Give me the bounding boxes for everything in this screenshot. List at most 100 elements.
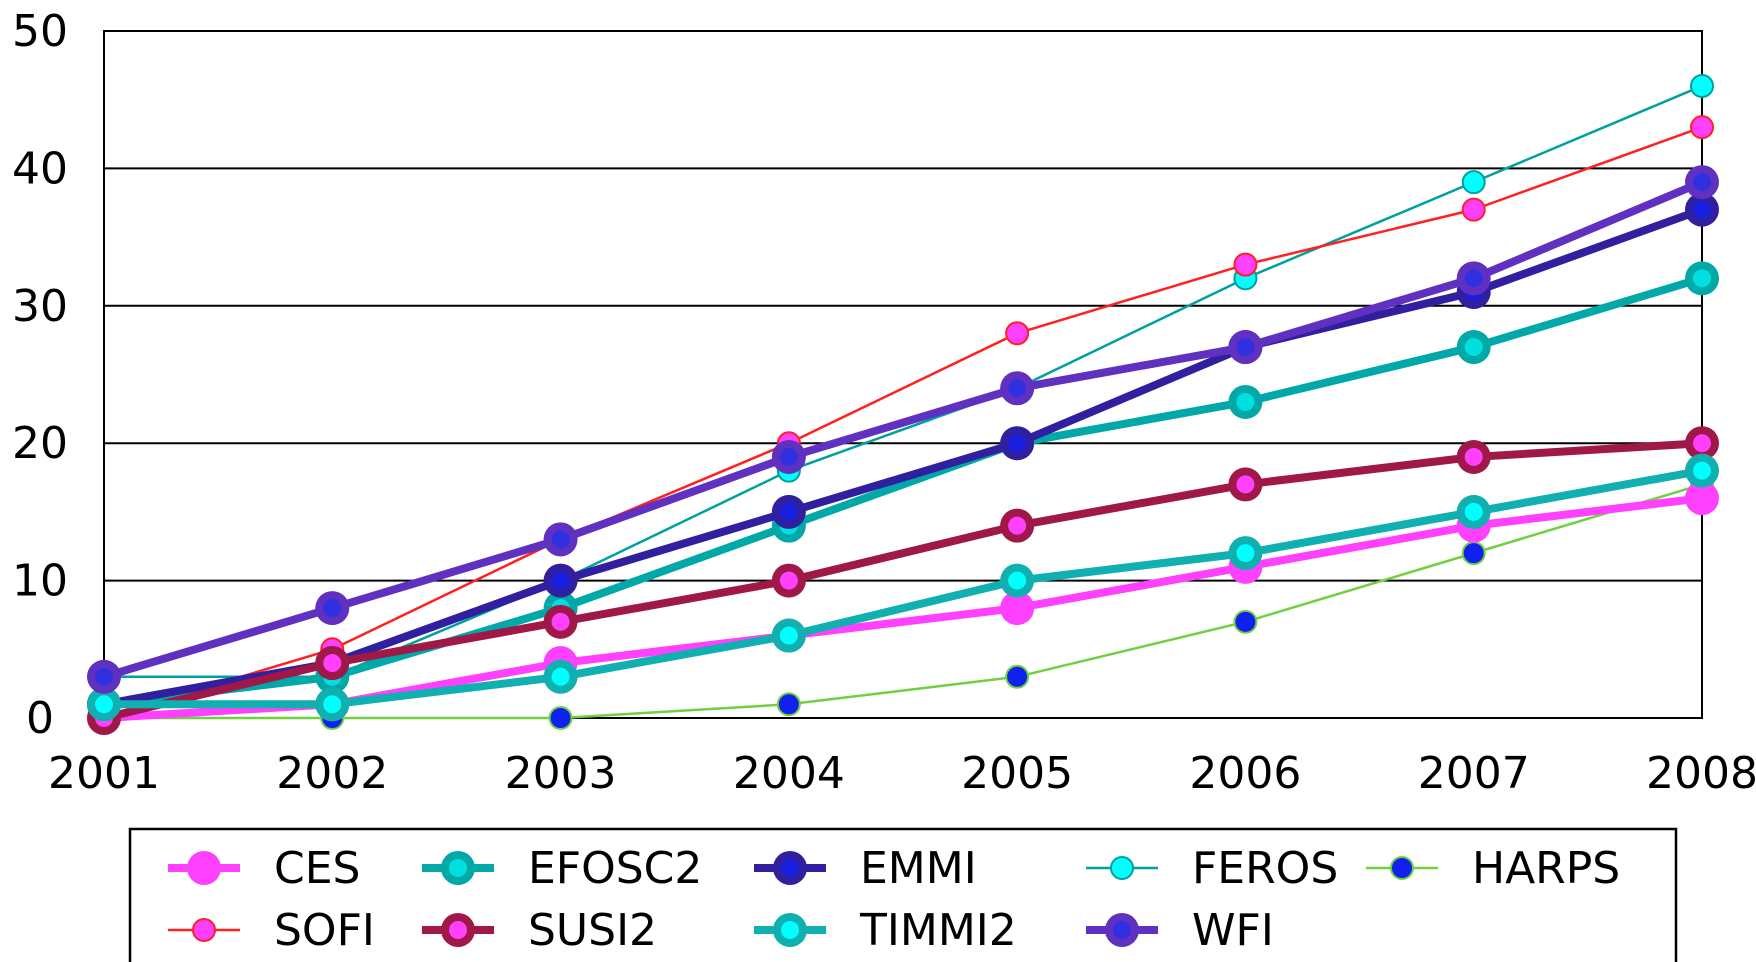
data-point-core xyxy=(551,571,570,590)
data-point-core xyxy=(1008,379,1027,398)
legend-swatch-marker-core xyxy=(1113,921,1131,939)
legend-item-timmi2: TIMMI2 xyxy=(754,905,1017,956)
data-point-core xyxy=(1464,447,1483,466)
data-point-core xyxy=(779,571,798,590)
data-point-core xyxy=(1464,269,1483,288)
data-point xyxy=(1233,252,1258,277)
data-point-core xyxy=(323,695,342,714)
legend-label: WFI xyxy=(1192,905,1274,956)
legend-swatch-marker-core xyxy=(449,921,467,939)
legend-label: EFOSC2 xyxy=(528,843,702,894)
x-tick-label: 2004 xyxy=(733,748,845,799)
legend-item-ces: CES xyxy=(168,843,360,894)
x-axis: 2001 2002 2003 2004 2005 2006 2007 2008 xyxy=(48,748,1756,799)
data-point-core xyxy=(323,599,342,618)
x-tick-label: 2003 xyxy=(505,748,617,799)
data-point-core xyxy=(551,667,570,686)
legend-item-harps: HARPS xyxy=(1366,843,1620,894)
legend-item-feros: FEROS xyxy=(1086,843,1338,894)
x-tick-label: 2005 xyxy=(961,748,1073,799)
series-line-emmi xyxy=(100,205,1706,709)
x-tick-label: 2002 xyxy=(276,748,388,799)
series-line-sofi xyxy=(102,125,1704,720)
data-point-core xyxy=(1464,502,1483,521)
legend-label: TIMMI2 xyxy=(859,905,1017,956)
data-point xyxy=(1233,609,1258,634)
y-axis: 0 10 20 30 40 50 xyxy=(12,6,68,744)
x-tick-label: 2001 xyxy=(48,748,160,799)
data-point-core xyxy=(1693,269,1711,288)
y-tick-label: 20 xyxy=(12,418,68,469)
legend-label: CES xyxy=(274,843,360,894)
series-timmi2 xyxy=(87,453,1719,722)
data-point-core xyxy=(1008,434,1027,453)
data-point xyxy=(1461,197,1486,222)
y-tick-label: 50 xyxy=(12,6,68,57)
data-point-core xyxy=(1693,489,1711,508)
data-point-core xyxy=(1464,338,1483,357)
y-tick-label: 40 xyxy=(12,143,68,194)
data-point-core xyxy=(1693,173,1711,192)
series-wfi xyxy=(87,165,1719,694)
data-point xyxy=(1461,170,1486,195)
legend-item-sofi: SOFI xyxy=(168,905,375,956)
series-line-efosc2 xyxy=(100,274,1706,709)
data-point-core xyxy=(551,612,570,631)
x-tick-label: 2006 xyxy=(1189,748,1301,799)
legend-label: EMMI xyxy=(860,843,977,894)
legend-swatch-marker-core xyxy=(781,859,799,877)
data-point-core xyxy=(1236,392,1255,411)
series-layer xyxy=(87,73,1719,735)
legend-label: SUSI2 xyxy=(528,905,657,956)
data-point-core xyxy=(1693,200,1711,219)
legend-item-wfi: WFI xyxy=(1086,905,1274,956)
legend-label: SOFI xyxy=(274,905,375,956)
series-line-feros xyxy=(102,84,1704,679)
data-point-core xyxy=(1236,475,1255,494)
data-point xyxy=(1005,664,1030,689)
data-point xyxy=(1461,541,1486,566)
series-line-harps xyxy=(102,483,1704,720)
legend-swatch-marker-core xyxy=(781,921,799,939)
data-point xyxy=(548,706,573,730)
y-tick-label: 30 xyxy=(12,281,68,332)
legend-swatch-marker xyxy=(1390,856,1414,880)
x-tick-label: 2007 xyxy=(1418,748,1530,799)
data-point-core xyxy=(95,695,113,714)
data-point xyxy=(1005,321,1030,346)
data-point-core xyxy=(1236,544,1255,563)
data-point-core xyxy=(95,667,113,686)
series-line-susi2 xyxy=(100,439,1706,722)
legend-item-efosc2: EFOSC2 xyxy=(422,843,702,894)
legend-item-susi2: SUSI2 xyxy=(422,905,657,956)
data-point-core xyxy=(1236,338,1255,357)
legend-frame xyxy=(128,827,1678,962)
data-point-core xyxy=(779,626,798,645)
plot-area-frame xyxy=(103,30,1703,719)
data-point xyxy=(1690,115,1714,140)
data-point-core xyxy=(779,447,798,466)
data-point xyxy=(776,692,801,717)
legend-swatch-marker xyxy=(1110,856,1134,880)
data-point-core xyxy=(323,654,342,673)
legend-label: HARPS xyxy=(1472,843,1620,894)
series-susi2 xyxy=(87,426,1719,735)
legend-item-emmi: EMMI xyxy=(754,843,977,894)
x-tick-label: 2008 xyxy=(1646,748,1756,799)
data-point-core xyxy=(779,502,798,521)
legend-label: FEROS xyxy=(1192,843,1338,894)
legend-swatch-marker-core xyxy=(195,859,213,877)
legend-swatch-marker xyxy=(192,918,216,942)
data-point-core xyxy=(1008,571,1027,590)
legend-swatch-marker-core xyxy=(449,859,467,877)
y-tick-label: 0 xyxy=(26,693,54,744)
data-point-core xyxy=(1008,516,1027,535)
series-line-wfi xyxy=(100,178,1706,681)
data-point-core xyxy=(1693,434,1711,453)
data-point-core xyxy=(551,530,570,549)
y-tick-label: 10 xyxy=(12,556,68,607)
data-point xyxy=(1690,73,1714,98)
legend: CES EFOSC2 EMMI FEROS HARPS SOFI SUSI2 TIMMI2 WF… xyxy=(128,827,1678,962)
data-point-core xyxy=(1693,461,1711,480)
